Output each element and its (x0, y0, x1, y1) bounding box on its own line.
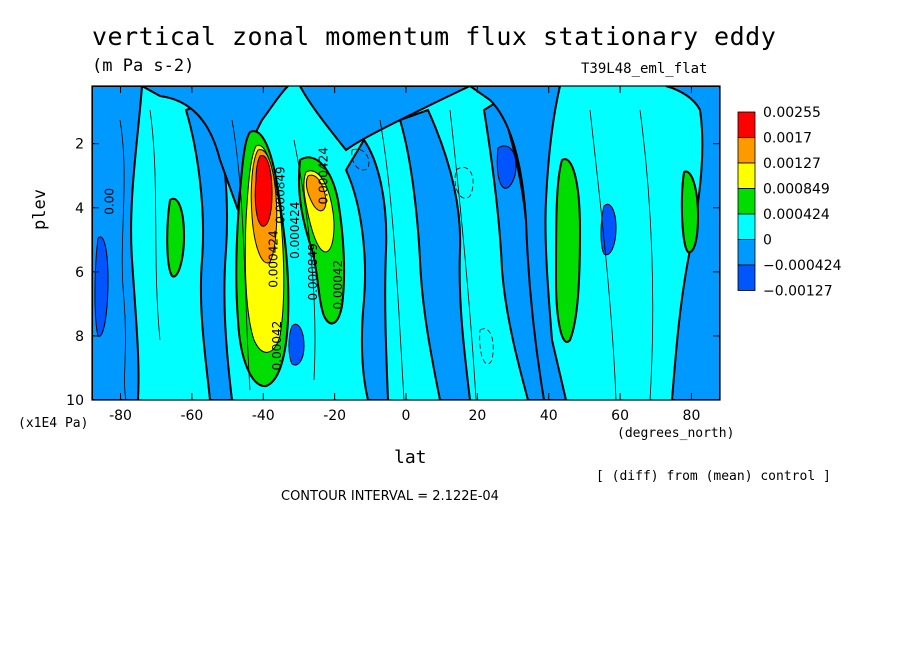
legend-label: −0.00127 (763, 284, 833, 300)
diff-note: [ (diff) from (mean) control ] (596, 469, 831, 484)
contour-label: 0.00042 (331, 260, 345, 310)
neg-strong-sh-mid (288, 323, 305, 366)
y-axis-unit: (x1E4 Pa) (18, 416, 89, 431)
chart-title: vertical zonal momentum flux stationary … (92, 22, 777, 51)
legend-swatch (737, 137, 756, 164)
x-axis-unit: (degrees_north) (617, 426, 735, 441)
contour-interval: CONTOUR INTERVAL = 2.122E-04 (281, 489, 499, 504)
pos-green-nh-polar (680, 170, 700, 254)
x-tick-label: 0 (402, 408, 411, 424)
pos-orange-sh-second (305, 174, 327, 212)
legend-label: 0 (763, 233, 772, 249)
pos-green-nh (554, 158, 582, 343)
neg-band-top-sh (298, 86, 471, 152)
x-axis-label: lat (394, 447, 427, 468)
y-axis-label: plev (30, 189, 50, 230)
contour-label: 0.00042 (270, 321, 284, 371)
legend-label: 0.00255 (763, 105, 821, 121)
pos-green-sh-1 (166, 197, 186, 278)
neg-strong-polar (600, 203, 617, 256)
contour-label: 0.000424 (267, 230, 281, 287)
y-tick-label: 4 (75, 201, 84, 217)
legend-swatch (737, 111, 756, 138)
contour-label: 0.000849 (274, 166, 288, 223)
y-tick-label: 10 (66, 393, 84, 409)
chart-units: (m Pa s-2) (92, 56, 195, 76)
legend-swatch (737, 213, 756, 240)
x-tick-label: 60 (611, 408, 629, 424)
legend: 0.00255 0.0017 0.00127 0.000849 0.000424 0 −0.… (737, 105, 842, 300)
run-name: T39L48_eml_flat (581, 61, 708, 77)
legend-label: −0.000424 (763, 258, 842, 274)
legend-swatch (737, 264, 756, 291)
legend-label: 0.000849 (763, 182, 830, 198)
x-tick-label: 20 (468, 408, 486, 424)
legend-label: 0.0017 (763, 131, 812, 147)
pos-red-core (254, 155, 273, 227)
x-tick-label: -80 (109, 408, 132, 424)
legend-swatch (737, 162, 756, 189)
contour-lines (119, 109, 654, 400)
contour-label: 0.00 (102, 188, 116, 215)
legend-label: 0.000424 (763, 207, 830, 223)
contour-field (92, 86, 720, 400)
axes: -80 -60 -40 -20 0 20 40 60 80 2 4 6 8 10 (66, 86, 720, 424)
y-tick-label: 8 (75, 329, 84, 345)
neg-strong-sh (94, 236, 109, 337)
x-tick-label: 40 (540, 408, 558, 424)
y-tick-label: 2 (75, 137, 84, 153)
contour-label: 0.000424 (288, 202, 302, 259)
x-tick-label: -40 (252, 408, 275, 424)
contour-label: 0.000849 (306, 243, 320, 300)
contour-label-group: 0.00 0.0008490.0004240.0004240.0004240.00… (102, 147, 344, 370)
y-tick-label: 6 (75, 265, 84, 281)
legend-label: 0.00127 (763, 156, 821, 172)
legend-swatch (737, 239, 756, 266)
legend-swatch (737, 188, 756, 215)
x-tick-label: -20 (323, 408, 346, 424)
x-tick-label: 80 (683, 408, 701, 424)
contour-label: 0.000424 (317, 147, 331, 204)
neg-strong-nh (496, 145, 517, 189)
x-tick-label: -60 (180, 408, 203, 424)
